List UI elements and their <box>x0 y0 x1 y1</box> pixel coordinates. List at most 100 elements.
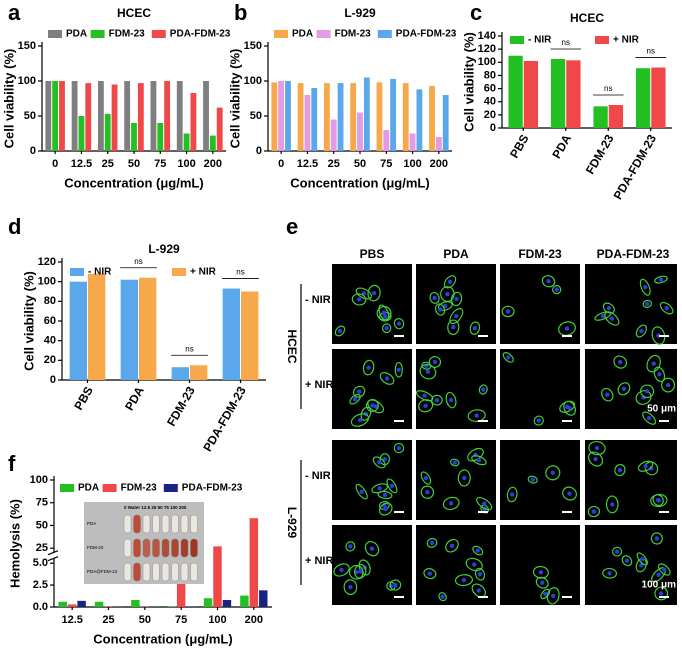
cell <box>651 326 666 345</box>
cell <box>442 496 460 511</box>
cell <box>421 361 432 370</box>
cell <box>654 275 668 284</box>
bar <box>45 81 52 151</box>
nucleus <box>452 460 457 465</box>
nucleus <box>382 492 388 498</box>
x-tick-label: 0 <box>52 158 58 170</box>
legend-swatch <box>48 30 62 38</box>
nucleus <box>610 502 615 507</box>
cell <box>355 287 372 300</box>
nucleus <box>348 584 353 590</box>
cell <box>533 415 544 426</box>
bar <box>209 135 216 151</box>
cell <box>457 469 471 487</box>
cell <box>659 301 674 315</box>
cell <box>476 496 493 511</box>
axis-break-mark <box>47 550 59 556</box>
legend-label: FDM-23 <box>121 483 158 494</box>
nucleus <box>425 490 430 495</box>
bar <box>357 112 363 151</box>
bar <box>213 546 222 607</box>
nucleus <box>617 467 623 473</box>
micrograph <box>416 264 496 344</box>
column-header: PBS <box>360 247 385 261</box>
x-tick-label: 12.5 <box>71 158 92 170</box>
cell <box>333 563 350 577</box>
bar <box>550 59 566 128</box>
bar <box>52 81 59 151</box>
cell <box>650 532 663 545</box>
cell <box>372 456 386 469</box>
cell <box>617 382 631 396</box>
nucleus <box>454 296 459 302</box>
nucleus <box>449 543 455 548</box>
legend-label: PDA <box>78 483 99 494</box>
tube <box>133 562 141 582</box>
nucleus <box>440 594 445 599</box>
annotation: ns <box>647 47 655 56</box>
cell <box>639 384 655 399</box>
micrograph <box>500 349 580 429</box>
panel-label: c <box>470 0 482 25</box>
nucleus <box>664 305 669 311</box>
nucleus <box>339 567 344 573</box>
legend-label: PDA-FDM-23 <box>182 483 243 494</box>
annotation: ns <box>604 84 612 93</box>
cell <box>478 384 488 395</box>
cell <box>471 455 487 466</box>
tube <box>161 562 170 582</box>
scale-label: 50 μm <box>647 404 676 415</box>
micrograph <box>332 440 412 520</box>
cell <box>449 308 464 325</box>
nucleus <box>382 457 387 462</box>
legend-swatch <box>510 36 524 44</box>
bar <box>139 277 157 380</box>
nucleus <box>454 313 459 319</box>
nucleus <box>567 491 572 496</box>
cell <box>605 495 619 514</box>
panel-label: a <box>8 0 21 25</box>
tube <box>180 562 189 582</box>
cell <box>642 299 652 308</box>
bar <box>508 55 523 128</box>
bar <box>651 67 666 128</box>
cell <box>614 463 626 477</box>
scale-bar <box>562 511 572 513</box>
panel-label: d <box>8 214 21 239</box>
cell <box>386 581 396 591</box>
tube <box>190 562 198 582</box>
bar <box>111 84 118 151</box>
legend-swatch <box>70 268 84 276</box>
x-tick-label: 75 <box>380 158 392 170</box>
cell <box>502 352 514 363</box>
nucleus <box>530 477 535 482</box>
tube <box>190 514 198 534</box>
inset-row-label: PDA@FDM-23 <box>87 569 118 574</box>
bar <box>131 599 140 607</box>
scale-bar <box>394 511 404 513</box>
y-axis-label: Cell viability (%) <box>1 49 16 149</box>
bar <box>78 116 85 151</box>
annotation: ns <box>134 257 142 266</box>
legend-label: PDA <box>66 29 87 40</box>
nucleus <box>429 540 435 546</box>
nucleus <box>475 548 480 553</box>
nucleus <box>476 457 482 463</box>
scale-bar <box>562 596 572 598</box>
x-tick-label: 50 <box>128 158 140 170</box>
y-tick-label: 120 <box>38 256 56 268</box>
nucleus <box>643 464 648 469</box>
cell <box>604 311 620 326</box>
nucleus <box>476 588 481 593</box>
bar <box>593 106 608 128</box>
bar <box>59 81 65 151</box>
bar <box>164 81 171 151</box>
micrograph <box>332 264 412 344</box>
cell <box>449 458 460 467</box>
cell <box>360 406 372 421</box>
bar <box>402 83 409 151</box>
cell <box>381 323 392 334</box>
bar <box>104 113 111 151</box>
tube <box>152 514 160 534</box>
row-group-label: L-929 <box>285 507 299 539</box>
